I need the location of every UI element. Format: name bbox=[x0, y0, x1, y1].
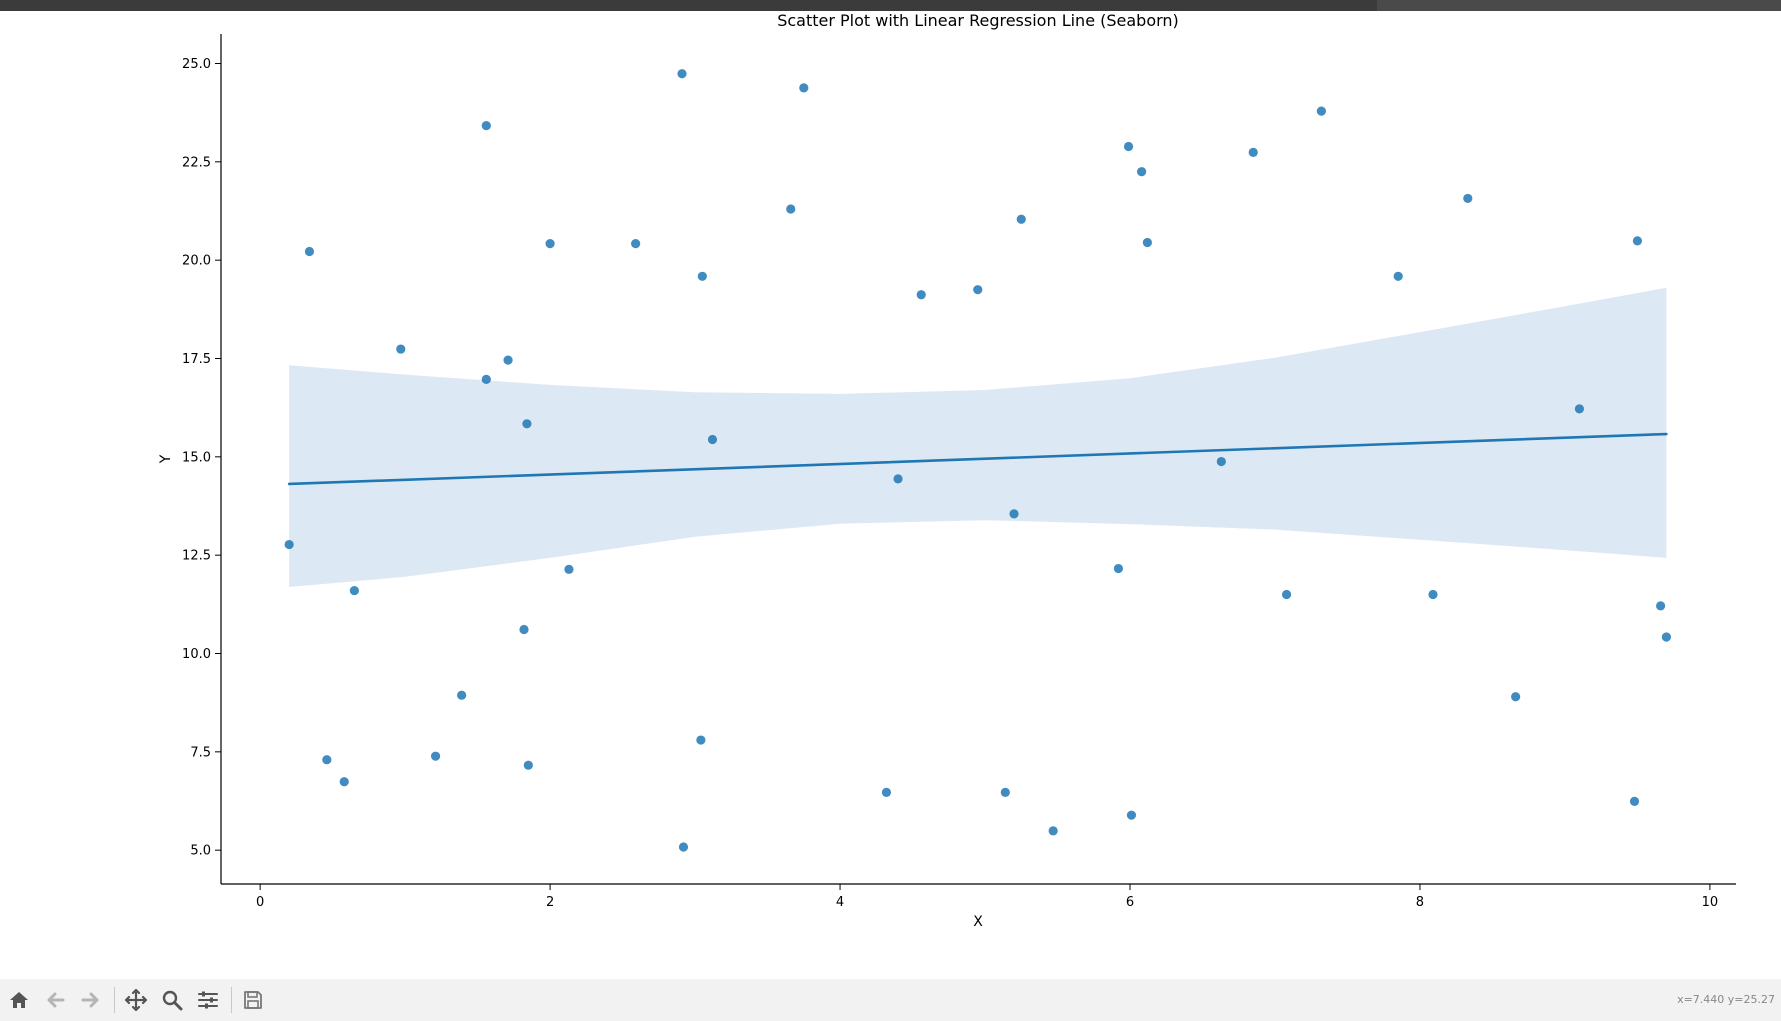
x-tick-label: 10 bbox=[1702, 895, 1719, 910]
scatter-point bbox=[1123, 141, 1134, 152]
scatter-point bbox=[304, 246, 315, 257]
y-tick-label: 7.5 bbox=[190, 745, 211, 760]
scatter-point bbox=[457, 690, 467, 700]
scatter-point bbox=[1393, 271, 1403, 281]
scatter-point bbox=[973, 285, 983, 295]
y-tick-label: 17.5 bbox=[182, 352, 211, 367]
y-ticks: 5.0 7.5 10.0 12.5 15.0 17.5 20.0 22.5 25.0 bbox=[182, 57, 221, 859]
configure-button[interactable] bbox=[193, 985, 223, 1015]
scatter-point bbox=[430, 751, 441, 761]
scatter-point bbox=[339, 777, 349, 787]
pan-icon bbox=[124, 988, 148, 1012]
scatter-point bbox=[786, 204, 796, 214]
scatter-point bbox=[1126, 810, 1137, 820]
toolbar-separator bbox=[114, 987, 115, 1013]
configure-icon bbox=[198, 991, 218, 1009]
scatter-point bbox=[1463, 193, 1473, 204]
regression-line-layer bbox=[287, 432, 1668, 486]
chart-title: Scatter Plot with Linear Regression Line… bbox=[777, 11, 1179, 30]
back-button[interactable] bbox=[40, 985, 70, 1015]
scatter-point bbox=[1656, 601, 1666, 611]
scatter-point bbox=[799, 83, 809, 93]
x-tick-label: 2 bbox=[546, 895, 554, 910]
y-axis-label: Y bbox=[158, 454, 174, 464]
scatter-point bbox=[1000, 787, 1010, 797]
scatter-point bbox=[523, 760, 533, 770]
back-icon bbox=[47, 992, 65, 1008]
scatter-point bbox=[1316, 106, 1326, 116]
scatter-points-layer bbox=[284, 69, 1672, 852]
x-ticks: 0 2 4 6 8 10 bbox=[256, 884, 1718, 910]
scatter-point bbox=[1428, 589, 1438, 600]
scatter-point bbox=[677, 69, 687, 79]
scatter-point bbox=[519, 624, 529, 635]
navigation-toolbar: x=7.440 y=25.27 bbox=[0, 979, 1781, 1021]
save-button[interactable] bbox=[238, 985, 268, 1015]
chart-figure: Scatter Plot with Linear Regression Line… bbox=[158, 11, 1736, 930]
y-tick-label: 25.0 bbox=[182, 57, 211, 72]
regression-line bbox=[287, 432, 1668, 486]
x-tick-label: 8 bbox=[1416, 895, 1424, 910]
scatter-point bbox=[1009, 509, 1019, 519]
scatter-point bbox=[564, 564, 574, 574]
scatter-point bbox=[916, 290, 926, 300]
scatter-point bbox=[322, 755, 332, 765]
scatter-point bbox=[1016, 214, 1026, 224]
pan-button[interactable] bbox=[121, 985, 151, 1015]
scatter-point bbox=[696, 735, 706, 745]
scatter-point bbox=[697, 271, 707, 281]
scatter-point bbox=[1661, 632, 1672, 642]
y-tick-label: 12.5 bbox=[182, 549, 211, 564]
scatter-point bbox=[284, 539, 294, 550]
y-tick-label: 20.0 bbox=[182, 254, 211, 269]
y-tick-label: 15.0 bbox=[182, 450, 211, 465]
zoom-button[interactable] bbox=[157, 985, 187, 1015]
cursor-coordinates: x=7.440 y=25.27 bbox=[1677, 993, 1775, 1006]
y-tick-label: 10.0 bbox=[182, 647, 211, 662]
x-axis-label: X bbox=[973, 914, 983, 930]
x-tick-label: 6 bbox=[1126, 895, 1134, 910]
scatter-point bbox=[1142, 237, 1152, 248]
toolbar-separator bbox=[231, 987, 232, 1013]
x-tick-label: 0 bbox=[256, 895, 264, 910]
y-tick-label: 22.5 bbox=[182, 155, 211, 170]
scatter-point bbox=[1629, 796, 1640, 806]
save-icon bbox=[244, 991, 262, 1009]
scatter-point bbox=[349, 585, 359, 596]
scatter-point bbox=[481, 374, 491, 384]
scatter-point bbox=[1216, 456, 1226, 467]
scatter-point bbox=[545, 239, 555, 249]
x-tick-label: 4 bbox=[836, 895, 844, 910]
confidence-band-layer bbox=[289, 287, 1667, 587]
scatter-point bbox=[1048, 826, 1058, 836]
scatter-point bbox=[1281, 589, 1292, 600]
forward-button[interactable] bbox=[76, 985, 106, 1015]
scatter-point bbox=[522, 419, 532, 429]
scatter-point bbox=[1574, 404, 1585, 414]
scatter-point bbox=[503, 355, 513, 365]
zoom-icon bbox=[162, 990, 183, 1011]
scatter-point bbox=[1113, 563, 1124, 574]
scatter-point bbox=[1632, 236, 1643, 246]
scatter-point bbox=[678, 842, 689, 852]
scatter-point bbox=[1136, 167, 1147, 177]
scatter-point bbox=[396, 344, 406, 354]
scatter-point bbox=[881, 787, 892, 797]
scatter-point bbox=[1511, 692, 1521, 702]
scatter-point bbox=[631, 239, 641, 249]
window-titlebar bbox=[0, 0, 1781, 11]
scatter-point bbox=[1248, 147, 1258, 157]
home-icon bbox=[10, 992, 28, 1008]
scatter-point bbox=[481, 121, 491, 131]
scatter-point bbox=[893, 474, 903, 484]
titlebar-right-segment bbox=[1377, 0, 1781, 11]
home-button[interactable] bbox=[4, 985, 34, 1015]
confidence-band bbox=[289, 287, 1667, 587]
y-tick-label: 5.0 bbox=[190, 844, 211, 859]
scatter-point bbox=[707, 434, 718, 445]
forward-icon bbox=[81, 992, 99, 1008]
